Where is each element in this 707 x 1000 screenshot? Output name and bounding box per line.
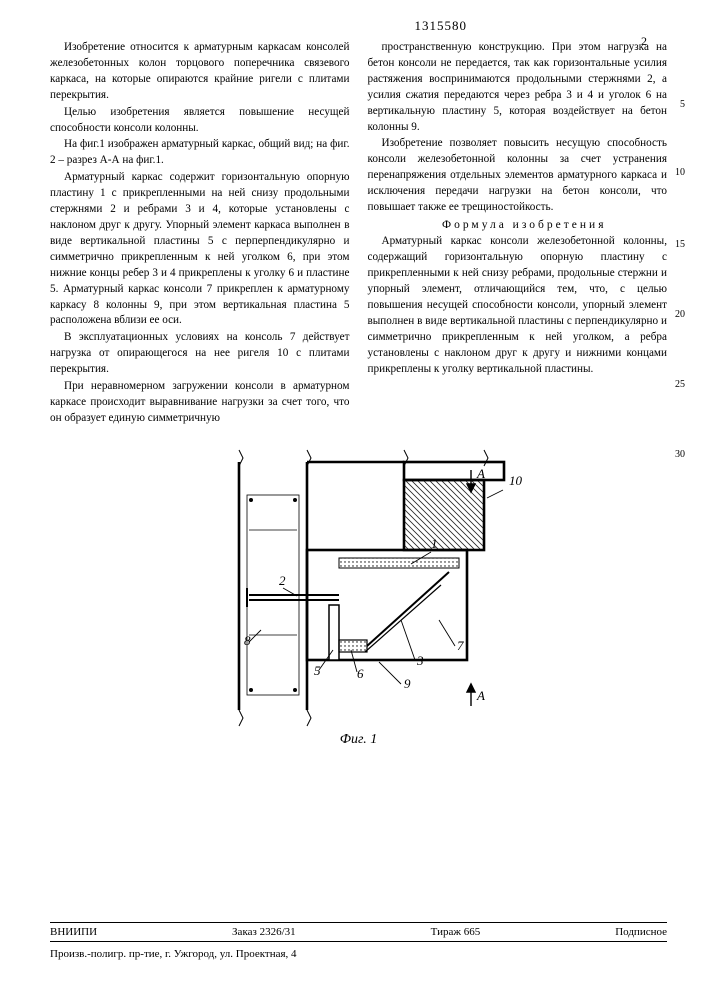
para: Арматурный каркас содержит горизонтальну… bbox=[50, 170, 350, 329]
figure-1: 1 2 3 5 6 7 8 9 10 A A bbox=[50, 440, 667, 730]
line-number: 10 bbox=[675, 166, 685, 180]
right-column: 5 10 15 20 25 30 пространственную констр… bbox=[368, 40, 668, 428]
footer-tirazh: Тираж 665 bbox=[431, 926, 481, 938]
figure-label-10: 10 bbox=[509, 473, 523, 488]
figure-caption: Фиг. 1 bbox=[50, 732, 667, 748]
figure-label-6: 6 bbox=[357, 666, 364, 681]
para: В эксплуатационных условиях на консоль 7… bbox=[50, 330, 350, 378]
para: Целью изобретения является повышение нес… bbox=[50, 105, 350, 137]
patent-number: 1315580 bbox=[50, 18, 467, 34]
figure-label-2: 2 bbox=[279, 573, 286, 588]
formula-heading: Формула изобретения bbox=[368, 217, 668, 233]
line-number: 20 bbox=[675, 308, 685, 322]
para: Изобретение позволяет повысить несущую с… bbox=[368, 136, 668, 216]
figure-label-7: 7 bbox=[457, 638, 464, 653]
footer-sub: Подписное bbox=[615, 926, 667, 938]
line-number: 25 bbox=[675, 378, 685, 392]
para: Изобретение относится к арматурным карка… bbox=[50, 40, 350, 104]
footer-org: ВНИИПИ bbox=[50, 926, 97, 938]
line-number: 5 bbox=[680, 98, 685, 112]
para: На фиг.1 изображен арматурный каркас, об… bbox=[50, 137, 350, 169]
figure-label-9: 9 bbox=[404, 676, 411, 691]
figure-label-3: 3 bbox=[416, 653, 424, 668]
figure-label-A_bot: A bbox=[476, 688, 485, 703]
footer-order: Заказ 2326/31 bbox=[232, 926, 296, 938]
figure-label-1: 1 bbox=[431, 536, 438, 551]
footer: ВНИИПИ Заказ 2326/31 Тираж 665 Подписное… bbox=[50, 922, 667, 960]
figure-label-A_top: A bbox=[476, 466, 485, 481]
line-number: 30 bbox=[675, 448, 685, 462]
para: При неравномерном загружении консоли в а… bbox=[50, 379, 350, 427]
figure-label-8: 8 bbox=[244, 633, 251, 648]
left-column: Изобретение относится к арматурным карка… bbox=[50, 40, 350, 428]
para: пространственную конструкцию. При этом н… bbox=[368, 40, 668, 135]
formula-text: Арматурный каркас консоли железобетонной… bbox=[368, 234, 668, 377]
text-columns: Изобретение относится к арматурным карка… bbox=[50, 40, 667, 428]
figure-label-5: 5 bbox=[314, 663, 321, 678]
line-number: 15 bbox=[675, 238, 685, 252]
footer-address: Произв.-полигр. пр-тие, г. Ужгород, ул. … bbox=[50, 942, 667, 960]
